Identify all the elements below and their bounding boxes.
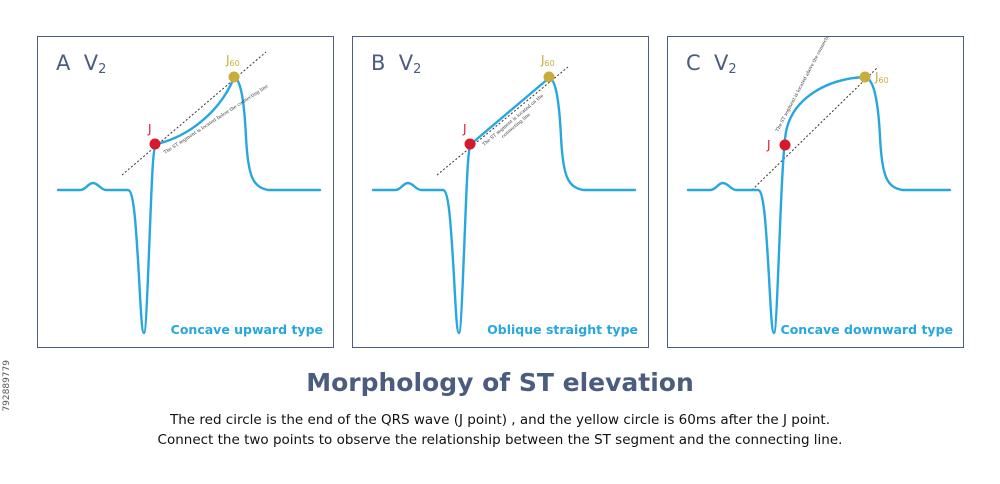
- ecg-diagram-b: J J60 The ST segment is located on the c…: [371, 53, 637, 335]
- stock-id: 792889779: [2, 360, 12, 412]
- main-heading: Morphology of ST elevation: [306, 368, 694, 397]
- j-point: [779, 139, 791, 151]
- panel-title: B V2: [371, 51, 422, 77]
- ecg-diagram-a: J J60 The ST segment is located below th…: [56, 51, 322, 335]
- j-point: [464, 138, 476, 150]
- st-annotation-line1: The ST segment is located on the: [481, 93, 545, 148]
- panel-c: J J60 The ST segment is located above th…: [667, 36, 964, 348]
- connecting-line: [121, 51, 267, 176]
- panel-a: J J60 The ST segment is located below th…: [37, 36, 334, 348]
- panel-title: C V2: [686, 51, 737, 77]
- connecting-line: [751, 66, 879, 191]
- description-line-1: The red circle is the end of the QRS wav…: [169, 412, 830, 428]
- j60-point: [859, 71, 871, 83]
- ecg-trace: [686, 75, 952, 335]
- panel-caption: Concave downward type: [780, 322, 953, 337]
- ecg-trace: [371, 76, 637, 335]
- description-line-2: Connect the two points to observe the re…: [157, 432, 843, 448]
- j-label: J: [766, 138, 771, 152]
- j60-label: J60: [874, 70, 889, 85]
- ecg-trace: [56, 76, 322, 335]
- connecting-line: [436, 66, 569, 176]
- panel-caption: Oblique straight type: [487, 322, 638, 337]
- j-point: [149, 138, 161, 150]
- j60-point: [228, 71, 240, 83]
- j60-label: J60: [540, 53, 555, 68]
- ecg-diagram-c: J J60 The ST segment is located above th…: [686, 37, 952, 335]
- j60-point: [543, 71, 555, 83]
- j-label: J: [147, 122, 152, 136]
- panel-caption: Concave upward type: [170, 322, 323, 337]
- panel-b: J J60 The ST segment is located on the c…: [352, 36, 649, 348]
- j60-label: J60: [225, 53, 240, 68]
- j-label: J: [462, 122, 467, 136]
- panel-title: A V2: [56, 51, 107, 77]
